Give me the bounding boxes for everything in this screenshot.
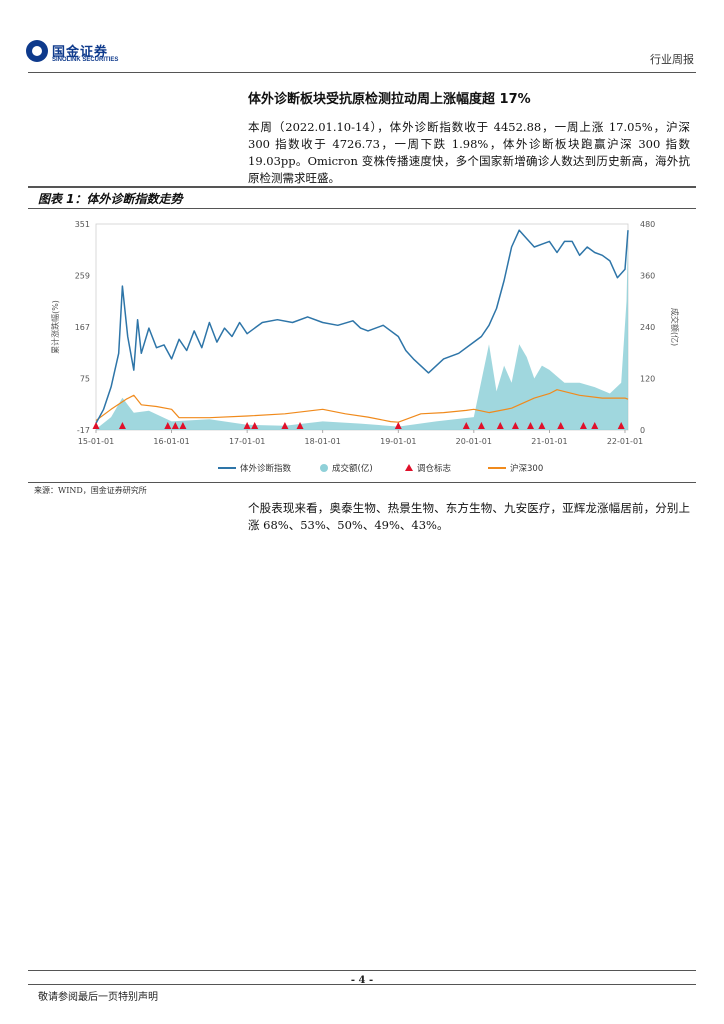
legend-swatch-rebalance: [405, 464, 413, 471]
stock-performance-paragraph: 个股表现来看，奥泰生物、热景生物、东方生物、九安医疗，亚辉龙涨幅居前，分别上涨 …: [248, 500, 690, 534]
csi300-line: [95, 389, 629, 423]
company-logo: 国金证券 SINOLINK SECURITIES: [26, 40, 136, 70]
legend-swatch-turnover: [320, 464, 328, 472]
rebalance-marker: [118, 422, 126, 429]
rebalance-marker: [296, 422, 304, 429]
report-type: 行业周报: [650, 53, 694, 66]
rebalance-marker: [617, 422, 625, 429]
rebalance-marker: [477, 422, 485, 429]
rebalance-marker: [394, 422, 402, 429]
rebalance-marker: [496, 422, 504, 429]
turnover-area: [96, 236, 628, 430]
y-left-tick-label: 259: [75, 272, 90, 281]
rebalance-marker: [538, 422, 546, 429]
figure-title: 图表 1：体外诊断指数走势: [38, 192, 183, 206]
y-left-axis-label: 累计涨跌幅(%): [50, 300, 60, 354]
rebalance-marker: [243, 422, 251, 429]
y-left-tick-label: 75: [80, 375, 90, 384]
legend-label-csi300: 沪深300: [510, 463, 543, 474]
y-left-tick-label: -17: [77, 426, 90, 435]
rebalance-marker: [511, 422, 519, 429]
y-right-axis-label: 成交额(亿): [670, 308, 680, 346]
rebalance-marker: [164, 422, 172, 429]
rebalance-marker: [92, 422, 100, 429]
rebalance-marker: [462, 422, 470, 429]
legend-label-turnover: 成交额(亿): [332, 463, 373, 474]
x-tick-label: 21-01-01: [531, 437, 567, 446]
y-left-tick-label: 167: [75, 323, 90, 332]
rebalance-marker: [557, 422, 565, 429]
footer-divider-top: [28, 970, 696, 971]
legend-label-rebalance: 调仓标志: [417, 463, 452, 474]
legend-label-ivd: 体外诊断指数: [240, 463, 292, 474]
figure-source: 来源：WIND，国金证券研究所: [34, 486, 147, 495]
y-right-tick-label: 360: [640, 272, 655, 281]
x-tick-label: 17-01-01: [229, 437, 265, 446]
section-headline: 体外诊断板块受抗原检测拉动周上涨幅度超 17%: [248, 92, 531, 107]
x-tick-label: 22-01-01: [607, 437, 643, 446]
y-right-tick-label: 480: [640, 220, 655, 229]
x-tick-label: 20-01-01: [456, 437, 492, 446]
rebalance-marker: [579, 422, 587, 429]
summary-text: 本周（2022.01.10-14），体外诊断指数收于 4452.88，一周上涨 …: [248, 120, 690, 185]
x-tick-label: 15-01-01: [78, 437, 114, 446]
ivd-index-line: [95, 229, 629, 424]
y-right-tick-label: 0: [640, 426, 645, 435]
rebalance-marker: [527, 422, 535, 429]
rebalance-marker: [179, 422, 187, 429]
rebalance-marker: [251, 422, 259, 429]
page-number: - 4 -: [350, 975, 374, 986]
summary-paragraph: 本周（2022.01.10-14），体外诊断指数收于 4452.88，一周上涨 …: [248, 119, 690, 187]
source-divider: [28, 482, 696, 483]
header-divider: [28, 72, 696, 73]
logo-text-cn: 国金证券: [52, 45, 109, 60]
x-tick-label: 16-01-01: [153, 437, 189, 446]
y-right-tick-label: 120: [640, 375, 655, 384]
logo-text-en: SINOLINK SECURITIES: [52, 57, 119, 63]
x-tick-label: 19-01-01: [380, 437, 416, 446]
page-header: 国金证券 SINOLINK SECURITIES 行业周报: [0, 0, 724, 78]
chart-svg: -17 75 167 259 351 0 120 240 360 480 15-01-01 16-01…: [50, 220, 680, 474]
ivd-index-chart: -17 75 167 259 351 0 120 240 360 480 15-01-01 16-01…: [28, 208, 696, 480]
rebalance-marker: [591, 422, 599, 429]
stock-performance-text: 个股表现来看，奥泰生物、热景生物、东方生物、九安医疗，亚辉龙涨幅居前，分别上涨 …: [248, 501, 690, 532]
footer-divider-bottom: [28, 984, 696, 985]
logo-mark-icon: [26, 40, 48, 62]
y-left-tick-label: 351: [75, 220, 90, 229]
rebalance-marker: [281, 422, 289, 429]
rebalance-marker: [171, 422, 179, 429]
x-tick-label: 18-01-01: [305, 437, 341, 446]
figure-title-bar: 图表 1：体外诊断指数走势: [28, 186, 696, 209]
disclaimer-note: 敬请参阅最后一页特别声明: [38, 992, 158, 1003]
y-right-tick-label: 240: [640, 323, 655, 332]
